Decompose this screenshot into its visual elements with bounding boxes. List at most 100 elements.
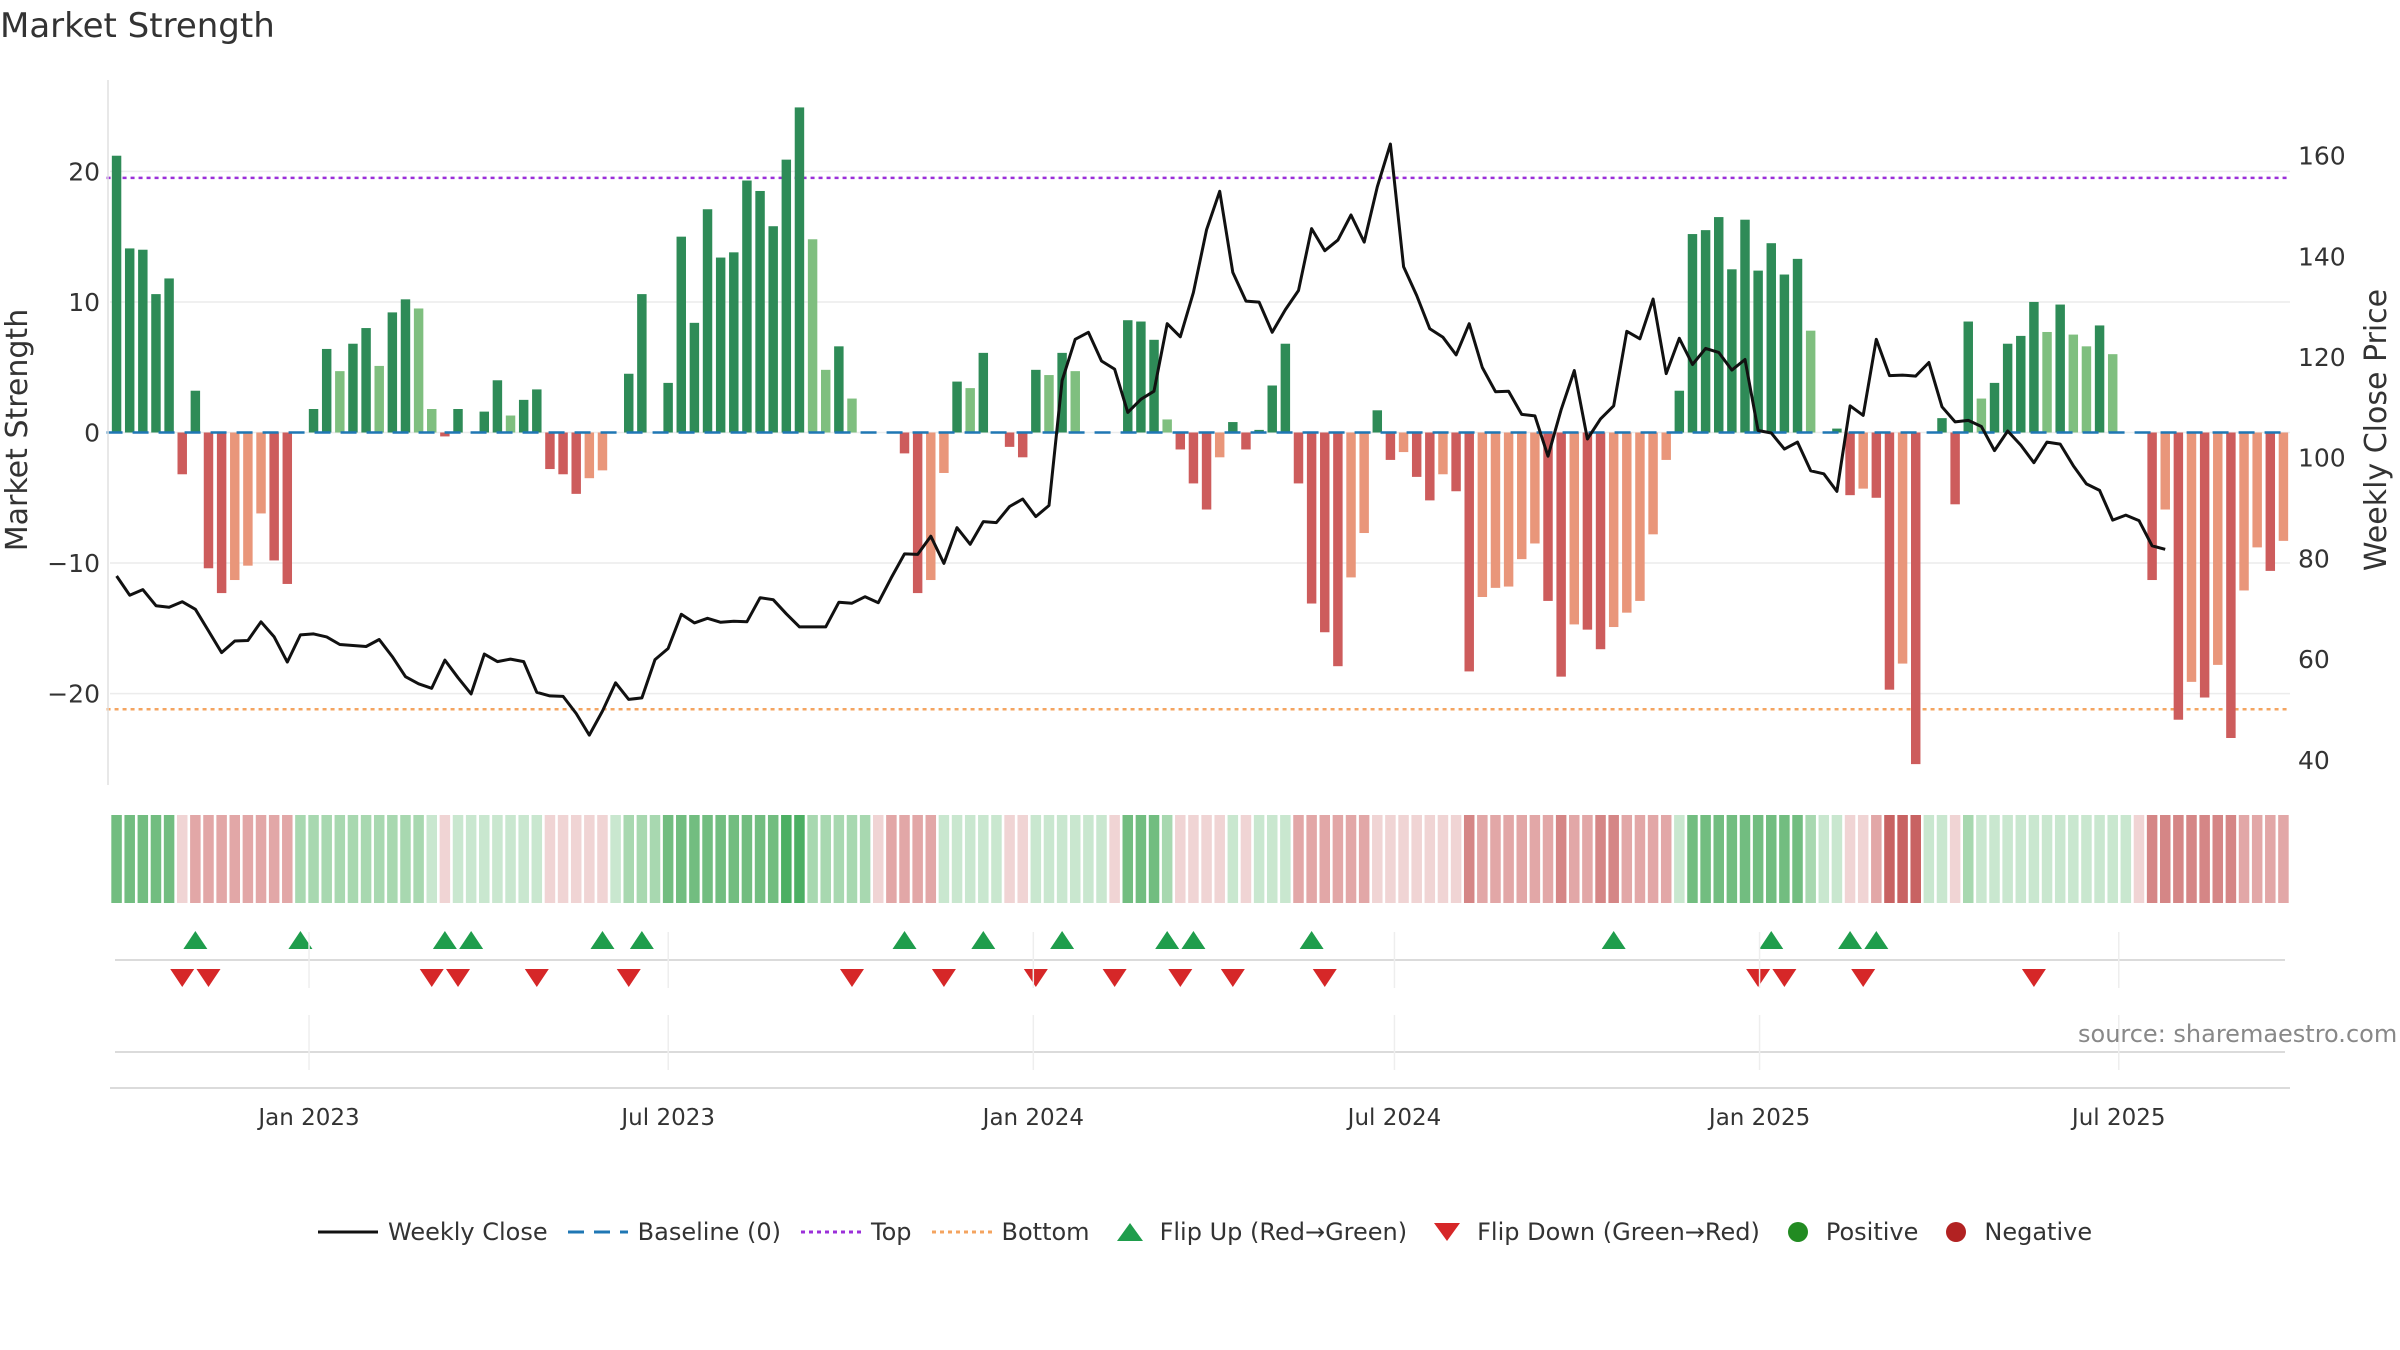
flip-markers bbox=[170, 931, 2046, 987]
strength-bar bbox=[124, 248, 135, 433]
legend-flip-up: Flip Up (Red→Green) bbox=[1110, 1218, 1407, 1246]
strength-bar bbox=[702, 209, 713, 433]
regime-cell bbox=[190, 815, 201, 903]
regime-cell bbox=[741, 815, 753, 903]
strength-bar bbox=[1963, 321, 1973, 433]
regime-cell bbox=[1306, 815, 1317, 903]
strength-bar bbox=[1989, 382, 2000, 433]
strength-bar bbox=[1569, 432, 1580, 625]
strength-bar bbox=[1976, 398, 1987, 433]
regime-cell bbox=[531, 815, 543, 903]
strength-bar bbox=[1188, 432, 1199, 484]
strength-bar bbox=[1385, 432, 1396, 460]
regime-cell bbox=[964, 815, 976, 903]
regime-cell bbox=[360, 815, 372, 903]
x-tick-label: Jul 2025 bbox=[2070, 1105, 2166, 1131]
strength-bar bbox=[177, 432, 187, 475]
regime-cell bbox=[886, 815, 897, 903]
regime-cell bbox=[820, 815, 831, 903]
y-tick-label: 0 bbox=[84, 419, 100, 448]
regime-cell bbox=[649, 815, 661, 903]
strength-bar bbox=[2265, 432, 2276, 571]
flip-down-marker bbox=[446, 969, 471, 987]
strength-bar bbox=[1845, 432, 1855, 496]
y2-tick-label: 80 bbox=[2298, 544, 2330, 573]
strength-bars bbox=[111, 107, 2289, 765]
strength-bar bbox=[781, 159, 792, 433]
y-tick-label: 10 bbox=[68, 288, 100, 317]
legend-line-icon bbox=[318, 1230, 378, 1234]
regime-cell bbox=[479, 815, 490, 903]
strength-bar bbox=[2042, 331, 2052, 433]
regime-cell bbox=[2199, 815, 2210, 903]
regime-cell bbox=[1372, 815, 1383, 903]
regime-cell bbox=[2054, 815, 2066, 903]
regime-cell bbox=[229, 815, 241, 903]
regime-cell bbox=[1030, 815, 1042, 903]
strength-bar bbox=[558, 432, 568, 475]
regime-cell bbox=[610, 815, 621, 903]
regime-cell bbox=[1805, 815, 1816, 903]
y-tick-label: −10 bbox=[47, 549, 100, 578]
regime-cell bbox=[715, 815, 726, 903]
strength-bar bbox=[1503, 432, 1514, 587]
strength-bar bbox=[348, 343, 358, 433]
regime-cell bbox=[1319, 815, 1331, 903]
strength-bar bbox=[505, 415, 516, 433]
strength-bar bbox=[663, 382, 673, 433]
flip-down-marker bbox=[1746, 969, 1771, 987]
strength-bar bbox=[1687, 234, 1698, 433]
strength-bar bbox=[1320, 432, 1330, 633]
y2-tick-label: 140 bbox=[2298, 242, 2346, 271]
strength-bar bbox=[532, 389, 542, 433]
strength-bar bbox=[282, 432, 293, 584]
strength-bar bbox=[427, 409, 437, 433]
legend-dotted-icon bbox=[801, 1230, 862, 1234]
y2-tick-label: 100 bbox=[2298, 444, 2346, 473]
regime-cell bbox=[1766, 815, 1777, 903]
regime-cell bbox=[1043, 815, 1055, 903]
strength-bar bbox=[1740, 219, 1750, 433]
strength-bar bbox=[2081, 346, 2092, 433]
flip-up-marker bbox=[1864, 931, 1889, 949]
regime-cell bbox=[1844, 815, 1856, 903]
regime-cell bbox=[2238, 815, 2250, 903]
legend-weekly-close: Weekly Close bbox=[318, 1218, 548, 1246]
strength-bar bbox=[1910, 432, 1921, 765]
regime-cell bbox=[1411, 815, 1422, 903]
regime-cell bbox=[978, 815, 989, 903]
strength-bar bbox=[1884, 432, 1895, 690]
source-note: source: sharemaestro.com bbox=[2078, 1020, 2398, 1048]
regime-cell bbox=[426, 815, 437, 903]
flip-up-marker bbox=[1181, 931, 1206, 949]
strength-bar bbox=[1254, 429, 1264, 433]
regime-cell bbox=[282, 815, 293, 903]
strength-bar bbox=[1648, 432, 1658, 535]
regime-cell bbox=[2094, 815, 2105, 903]
regime-cell bbox=[2146, 815, 2158, 903]
regime-cell bbox=[1989, 815, 2000, 903]
strength-bar bbox=[243, 432, 253, 566]
regime-cell bbox=[1818, 815, 1830, 903]
legend-top-label: Top bbox=[871, 1218, 912, 1246]
regime-cell bbox=[2002, 815, 2013, 903]
regime-cell bbox=[1857, 815, 1869, 903]
strength-bar bbox=[1031, 369, 1041, 433]
regime-cell bbox=[505, 815, 516, 903]
strength-bar bbox=[1582, 432, 1593, 630]
strength-bar bbox=[164, 278, 174, 433]
regime-cell bbox=[255, 815, 267, 903]
strength-bar bbox=[1766, 243, 1776, 433]
strength-bar bbox=[2199, 432, 2210, 698]
regime-cell bbox=[1069, 815, 1081, 903]
x-tick-label: Jan 2023 bbox=[256, 1105, 359, 1131]
strength-bar bbox=[190, 390, 201, 433]
flip-up-marker bbox=[971, 931, 996, 949]
strength-bar bbox=[755, 190, 765, 433]
regime-cell bbox=[308, 815, 319, 903]
regime-cell bbox=[2159, 815, 2171, 903]
regime-cell bbox=[1779, 815, 1790, 903]
flip-up-marker bbox=[1050, 931, 1075, 949]
strength-bar bbox=[2055, 304, 2065, 433]
regime-cell bbox=[439, 815, 451, 903]
